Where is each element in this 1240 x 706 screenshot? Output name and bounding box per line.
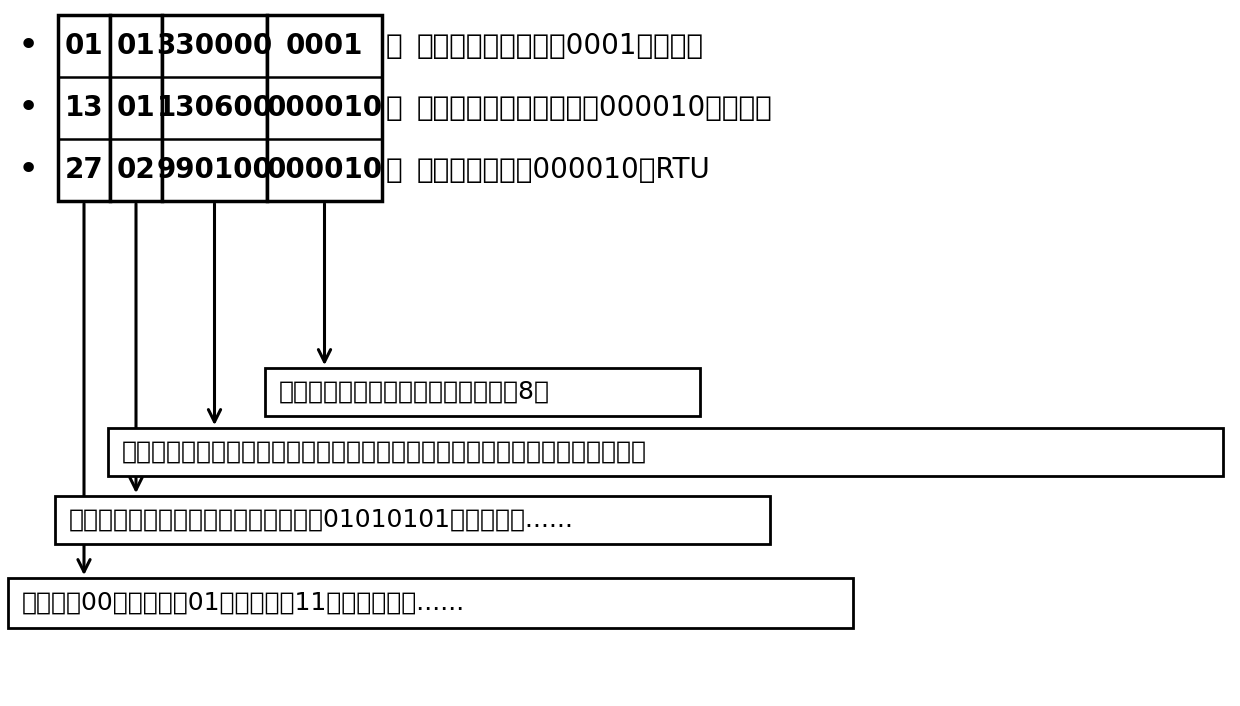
Text: 0001: 0001 — [285, 32, 363, 60]
Text: 国调创建，编即000010，RTU: 国调创建，编即000010，RTU — [417, 156, 711, 184]
Bar — [265, 368, 701, 416]
Text: 27: 27 — [64, 156, 103, 184]
Text: ：: ： — [386, 94, 403, 122]
Text: 990100: 990100 — [156, 156, 273, 184]
Text: 02: 02 — [117, 156, 155, 184]
Bar — [267, 15, 382, 201]
Bar — [162, 15, 267, 201]
Text: 01: 01 — [64, 32, 103, 60]
Text: 130600: 130600 — [156, 94, 273, 122]
Text: 13: 13 — [64, 94, 103, 122]
Text: ：: ： — [386, 32, 403, 60]
Text: 330000: 330000 — [156, 32, 273, 60]
Text: ：: ： — [386, 156, 403, 184]
Text: 大类码：00代表机构，01代表容器，11代表一次设备......: 大类码：00代表机构，01代表容器，11代表一次设备...... — [22, 591, 465, 615]
Text: 小类码：每个分类中进行细化区分，儆01010101代表发电厂......: 小类码：每个分类中进行细化区分，儆01010101代表发电厂...... — [69, 508, 574, 532]
Text: 序列号：顺序增加，不定长，不超过8位: 序列号：顺序增加，不定长，不超过8位 — [279, 380, 551, 404]
Text: 机构代码：参照国家行政区划标准，并对国调，分中心，冀北，蒙东等特殊编码: 机构代码：参照国家行政区划标准，并对国调，分中心，冀北，蒙东等特殊编码 — [122, 440, 647, 464]
Bar — [58, 15, 110, 201]
Text: 浙江省调创建，编即0001，发电厂: 浙江省调创建，编即0001，发电厂 — [417, 32, 704, 60]
Bar — [55, 496, 770, 544]
Bar — [7, 578, 853, 628]
Text: 河北保定地调创建，编即000010，变压器: 河北保定地调创建，编即000010，变压器 — [417, 94, 773, 122]
Text: 01: 01 — [117, 32, 155, 60]
Bar — [108, 428, 1223, 476]
Text: •: • — [17, 91, 38, 125]
Text: 01: 01 — [117, 94, 155, 122]
Text: 000010: 000010 — [267, 156, 383, 184]
Bar — [110, 15, 162, 201]
Text: •: • — [17, 29, 38, 63]
Text: 000010: 000010 — [267, 94, 383, 122]
Text: •: • — [17, 153, 38, 187]
